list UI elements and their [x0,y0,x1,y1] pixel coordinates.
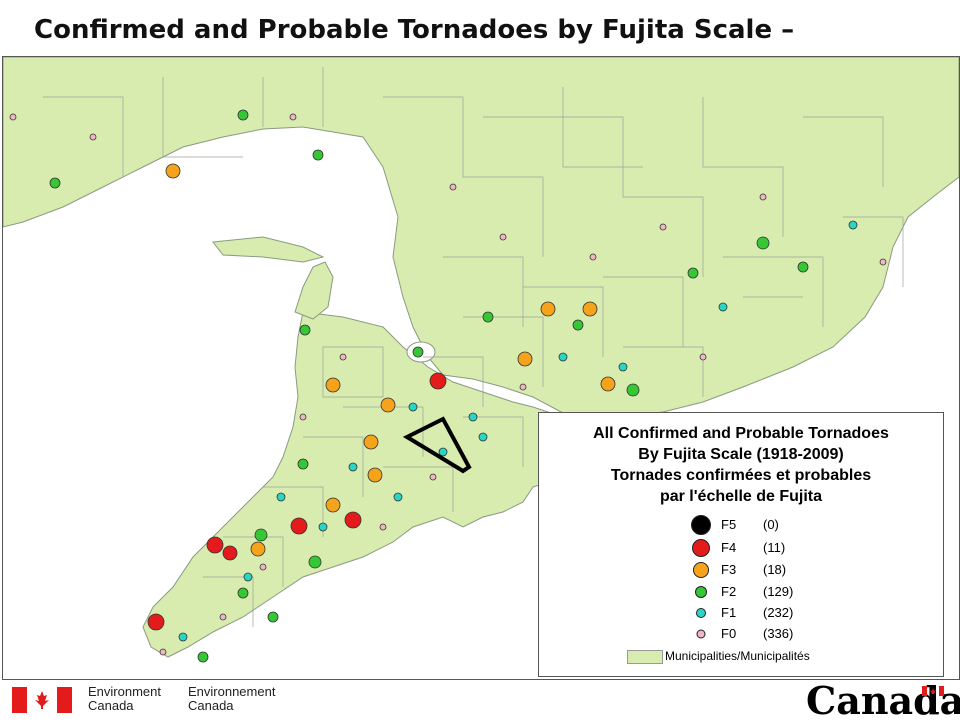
bruce-peninsula [294,261,334,320]
legend-label-f1: F1 [721,605,737,620]
southern-ontario-land [142,311,594,658]
agency-fr-line-1: Environnement [188,684,276,699]
legend-label-f5: F5 [721,517,737,532]
legend-item-f0: F0 (336) [696,624,871,644]
legend-item-f1: F1 (232) [696,603,871,623]
agency-name-en: Environment Canada [88,685,161,713]
legend-count-f3: (18) [763,562,787,577]
wordmark-flag-icon [922,686,944,696]
footer: Environment Canada Environnement Canada … [0,678,960,723]
legend-count-f5: (0) [763,517,779,532]
legend-count-f0: (336) [763,626,794,641]
legend-title-line-2: By Fujita Scale (1918-2009) [638,446,844,463]
legend-title-line-1: All Confirmed and Probable Tornadoes [593,425,889,442]
legend-label-f3: F3 [721,562,737,577]
manitoulin-island [212,236,325,263]
f1-marker-icon [696,608,706,618]
f0-marker-icon [696,629,706,639]
title-line-1: Confirmed and Probable Tornadoes by Fuji… [34,15,795,45]
canada-flag-icon [12,687,72,713]
legend-item-f3: F3 (18) [693,560,871,580]
municipalities-label: Municipalities/Municipalités [665,649,810,663]
legend-item-f5: F5 (0) [691,515,871,535]
f3-marker-icon [693,562,709,578]
legend-title-line-4: par l'échelle de Fujita [659,488,823,505]
f4-marker-icon [692,539,710,557]
highlight-polygon [402,416,472,474]
f2-marker-icon [695,586,707,598]
agency-en-line-1: Environment [88,684,161,699]
agency-name-fr: Environnement Canada [188,685,275,713]
legend-label-f0: F0 [721,626,737,641]
northern-ontario-land [3,57,959,418]
tornado-markers [9,109,887,663]
legend-title: All Confirmed and Probable Tornadoes By … [539,423,943,507]
legend-label-f4: F4 [721,540,737,555]
legend-count-f4: (11) [763,540,786,555]
legend-count-f2: (129) [763,584,794,599]
legend-item-f2: F2 (129) [695,582,871,602]
agency-en-line-2: Canada [88,698,134,713]
f5-marker-icon [691,515,711,535]
legend-item-f4: F4 (11) [692,538,871,558]
canada-wordmark: Canada [806,678,960,723]
legend-title-line-3: Tornades confirmées et probables [610,467,872,484]
legend-count-f1: (232) [763,605,794,620]
municipalities-swatch [627,650,663,664]
agency-fr-line-2: Canada [188,698,234,713]
legend-label-f2: F2 [721,584,737,599]
legend: All Confirmed and Probable Tornadoes By … [538,412,944,677]
